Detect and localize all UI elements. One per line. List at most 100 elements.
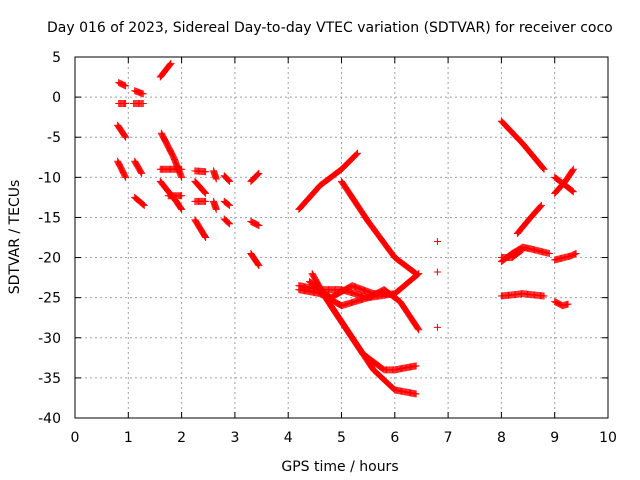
data-point bbox=[536, 203, 544, 211]
x-tick-label: 6 bbox=[390, 430, 399, 446]
data-series-s33 bbox=[433, 238, 441, 246]
data-point bbox=[139, 100, 147, 108]
data-point bbox=[202, 197, 210, 205]
data-point bbox=[224, 176, 232, 184]
data-series-s36 bbox=[497, 117, 548, 173]
data-point bbox=[226, 201, 234, 209]
data-series-s04 bbox=[114, 157, 130, 181]
x-tick-label: 5 bbox=[337, 430, 346, 446]
data-series-s17 bbox=[191, 216, 210, 241]
data-point bbox=[201, 233, 209, 241]
data-point bbox=[254, 170, 262, 178]
data-series-s19 bbox=[210, 197, 220, 213]
data-point bbox=[569, 166, 577, 174]
data-series-s09 bbox=[156, 59, 175, 81]
data-series-s05 bbox=[131, 87, 147, 98]
data-point bbox=[572, 250, 580, 258]
data-series-s42 bbox=[551, 173, 577, 196]
data-point bbox=[569, 165, 577, 173]
data-point bbox=[568, 186, 576, 194]
x-tick-label: 10 bbox=[599, 430, 617, 446]
data-point bbox=[226, 220, 234, 228]
data-series-s22 bbox=[220, 215, 234, 228]
grid-layer bbox=[75, 57, 608, 418]
data-point bbox=[139, 200, 147, 208]
y-tick-label: -15 bbox=[38, 210, 61, 226]
y-tick-label: -20 bbox=[38, 251, 61, 267]
data-point bbox=[202, 234, 210, 241]
data-point bbox=[254, 261, 262, 269]
data-series-s11 bbox=[156, 165, 186, 173]
x-tick-label: 4 bbox=[284, 430, 293, 446]
y-axis-label: SDTVAR / TECUs bbox=[7, 180, 23, 295]
data-point bbox=[122, 133, 130, 141]
data-point bbox=[545, 250, 553, 258]
data-point bbox=[178, 192, 186, 200]
data-layer bbox=[114, 59, 580, 398]
data-point bbox=[433, 238, 441, 246]
y-tick-label: -5 bbox=[47, 130, 61, 146]
data-series-s39 bbox=[497, 246, 527, 262]
data-point bbox=[517, 247, 525, 255]
y-tick-label: 0 bbox=[52, 90, 61, 106]
data-point bbox=[139, 90, 147, 98]
data-point bbox=[176, 204, 184, 212]
data-point bbox=[412, 362, 420, 370]
data-series-s43 bbox=[551, 250, 580, 264]
data-series-s14 bbox=[191, 167, 210, 176]
data-point bbox=[414, 270, 422, 278]
data-point bbox=[178, 173, 186, 181]
data-point bbox=[122, 100, 130, 108]
data-point bbox=[167, 59, 175, 67]
x-tick-label: 9 bbox=[550, 430, 559, 446]
data-series-s13 bbox=[164, 192, 186, 200]
data-point bbox=[564, 300, 572, 308]
data-point bbox=[121, 132, 129, 140]
tick-layer: 0 1 2 3 4 5 6 7 8 9 10 5 0 -5 -10 -15 -20 -25 -30 -35 -40 bbox=[38, 50, 617, 446]
data-series-s26 bbox=[295, 149, 361, 213]
x-tick-label: 2 bbox=[177, 430, 186, 446]
data-series-s44 bbox=[551, 298, 572, 310]
data-series-s23 bbox=[247, 169, 263, 185]
data-point bbox=[122, 173, 130, 181]
data-point bbox=[537, 202, 545, 210]
data-series-s32 bbox=[327, 302, 420, 398]
data-series-s08 bbox=[131, 193, 148, 209]
data-point bbox=[121, 172, 129, 180]
data-point bbox=[225, 219, 233, 227]
x-tick-label: 3 bbox=[230, 430, 239, 446]
data-point bbox=[224, 200, 232, 208]
data-series-s03 bbox=[114, 121, 130, 141]
data-point bbox=[413, 271, 421, 279]
data-point bbox=[212, 175, 220, 183]
data-point bbox=[226, 177, 234, 185]
data-point bbox=[200, 188, 208, 196]
data-point bbox=[539, 164, 547, 172]
data-point bbox=[201, 189, 209, 197]
data-series-s20 bbox=[220, 172, 234, 185]
data-point bbox=[122, 82, 130, 90]
data-point bbox=[166, 60, 174, 68]
data-point bbox=[254, 221, 262, 229]
data-series-s25 bbox=[247, 250, 263, 270]
data-point bbox=[166, 61, 174, 69]
data-point bbox=[540, 165, 548, 173]
data-point bbox=[353, 149, 361, 157]
data-point bbox=[225, 177, 233, 185]
x-tick-label: 7 bbox=[444, 430, 453, 446]
data-point bbox=[433, 323, 441, 331]
x-tick-label: 0 bbox=[71, 430, 80, 446]
data-point bbox=[202, 168, 210, 176]
data-series-s06 bbox=[130, 100, 147, 108]
data-point bbox=[352, 151, 360, 159]
data-point bbox=[353, 150, 361, 158]
y-tick-label: -25 bbox=[38, 291, 61, 307]
data-point bbox=[178, 165, 186, 173]
data-series-s40 bbox=[497, 290, 548, 300]
y-tick-label: -40 bbox=[38, 411, 61, 427]
x-tick-label: 1 bbox=[124, 430, 133, 446]
data-series-s16 bbox=[191, 197, 210, 205]
data-point bbox=[177, 205, 185, 213]
